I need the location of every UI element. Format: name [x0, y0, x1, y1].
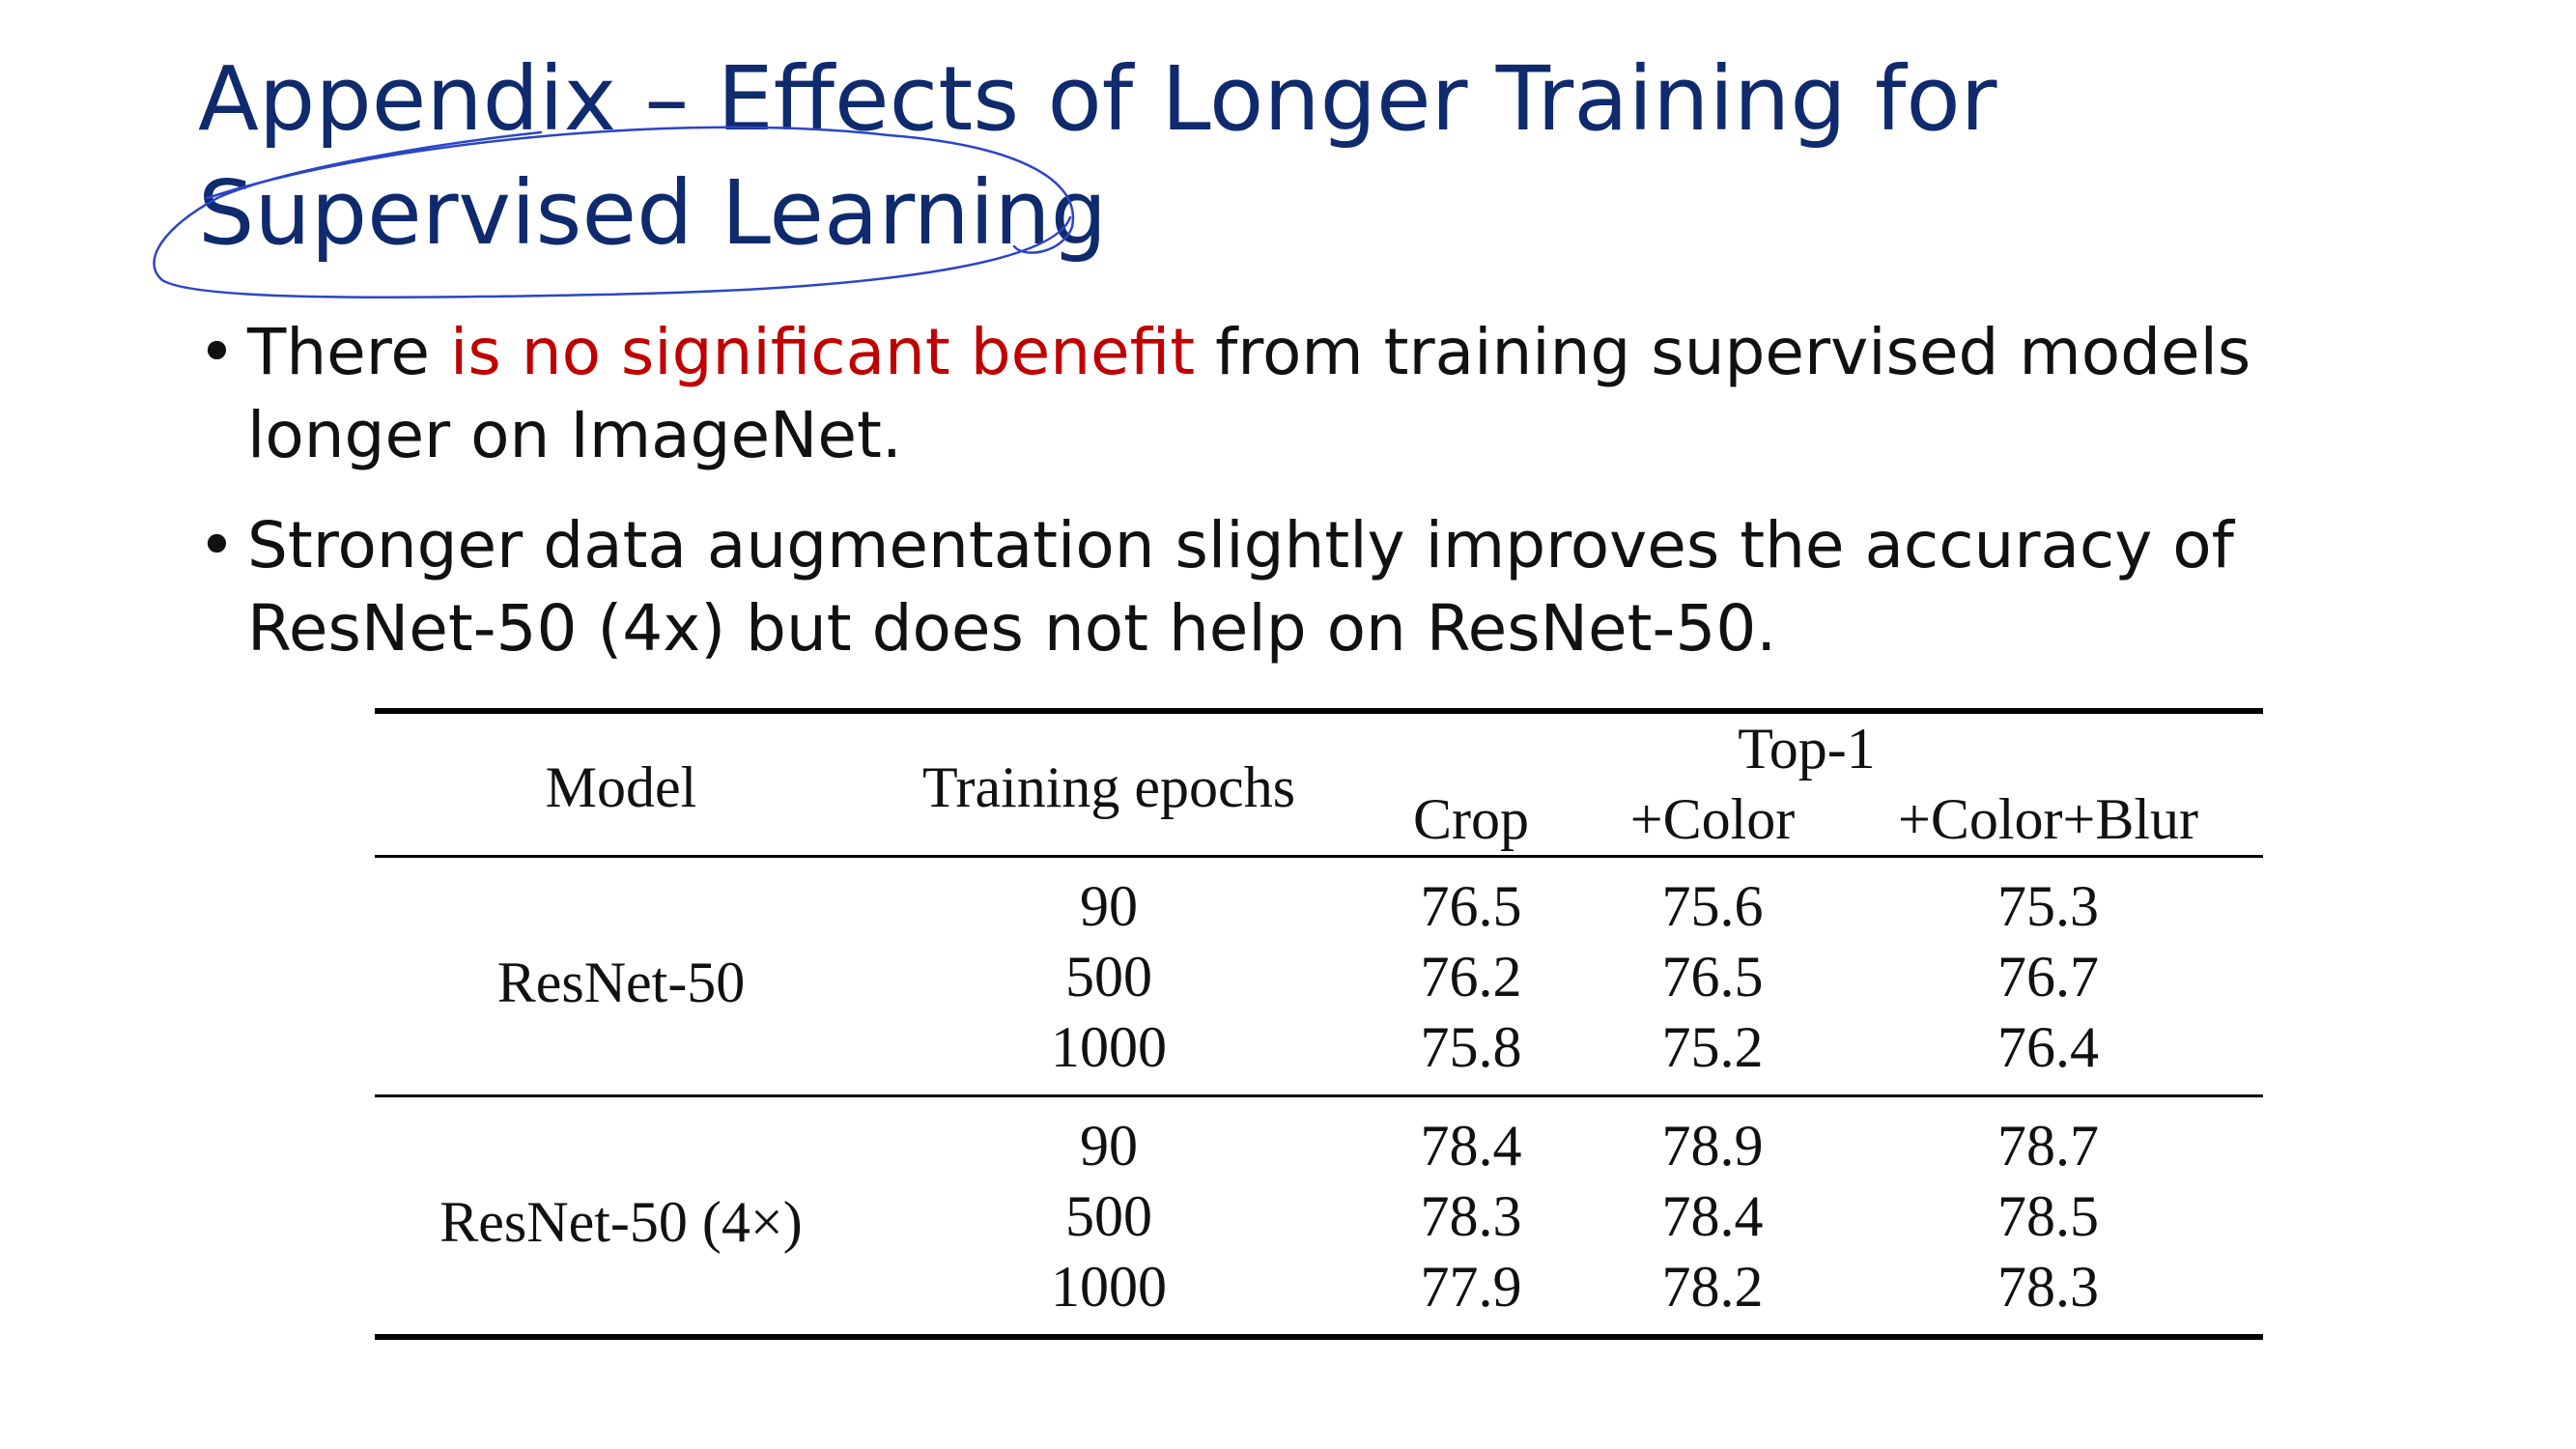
blur-cell: 78.5 [1997, 1184, 2099, 1248]
slide-title: Appendix – Effects of Longer Training fo… [198, 43, 2420, 270]
epochs-cell: 1000 [1051, 1015, 1167, 1079]
table-row: 1000 75.8 75.2 76.4 [375, 1012, 2263, 1096]
results-table: Model Training epochs Top-1 Crop +Color … [375, 708, 2263, 1340]
header-color: +Color [1629, 787, 1796, 851]
bullet-list: • There is no significant benefit from t… [198, 311, 2420, 697]
header-color-blur: +Color+Blur [1897, 787, 2198, 851]
blur-cell: 76.4 [1997, 1015, 2099, 1079]
crop-cell: 77.9 [1420, 1255, 1522, 1319]
header-crop: Crop [1413, 787, 1529, 851]
table-group-resnet50: ResNet-50 90 76.5 75.6 75.3 500 76.2 76.… [375, 857, 2263, 1096]
bullet-item-1: • There is no significant benefit from t… [198, 311, 2420, 477]
crop-cell: 76.5 [1420, 874, 1522, 938]
bullet-2-text: Stronger data augmentation slightly impr… [247, 508, 2234, 666]
model-name: ResNet-50 (4×) [439, 1190, 803, 1254]
crop-cell: 76.2 [1420, 945, 1522, 1009]
blur-cell: 78.3 [1997, 1255, 2099, 1319]
color-cell: 75.2 [1661, 1015, 1764, 1079]
color-cell: 75.6 [1661, 874, 1764, 938]
color-cell: 78.4 [1661, 1184, 1764, 1248]
blur-cell: 78.7 [1997, 1114, 2099, 1178]
model-name: ResNet-50 [496, 951, 746, 1014]
color-cell: 76.5 [1661, 945, 1764, 1009]
header-epochs: Training epochs [921, 754, 1296, 819]
epochs-cell: 90 [1080, 1114, 1138, 1178]
crop-cell: 75.8 [1420, 1015, 1522, 1079]
bullet-1-post: from training supervised models longer o… [247, 315, 2251, 472]
table-row: 1000 77.9 78.2 78.3 [375, 1252, 2263, 1337]
table-group-resnet50-4x: ResNet-50 (4×) 90 78.4 78.9 78.7 500 78.… [375, 1096, 2263, 1338]
bullet-marker: • [198, 508, 236, 582]
title-line-2: Supervised Learning [198, 161, 1108, 265]
table-row: 500 78.3 78.4 78.5 [375, 1181, 2263, 1252]
header-row-2: Crop +Color +Color+Blur [375, 784, 2263, 857]
epochs-cell: 90 [1080, 874, 1138, 938]
bullet-marker: • [198, 315, 236, 389]
crop-cell: 78.3 [1420, 1184, 1522, 1248]
table-row: ResNet-50 (4×) 90 78.4 78.9 78.7 [375, 1096, 2263, 1254]
bullet-1-pre: There [247, 315, 451, 389]
epochs-cell: 500 [1065, 945, 1152, 1009]
epochs-cell: 1000 [1051, 1255, 1167, 1319]
blur-cell: 76.7 [1997, 945, 2099, 1009]
header-top1: Top-1 [1738, 717, 1876, 781]
epochs-cell: 500 [1065, 1184, 1152, 1248]
header-row-1: Model Training epochs Top-1 [375, 711, 2263, 819]
table-row: 500 76.2 76.5 76.7 [375, 942, 2263, 1012]
title-line-1: Appendix – Effects of Longer Training fo… [198, 47, 1997, 151]
header-model: Model [545, 754, 697, 819]
color-cell: 78.9 [1661, 1114, 1764, 1178]
blur-cell: 75.3 [1997, 874, 2099, 938]
color-cell: 78.2 [1661, 1255, 1764, 1319]
bullet-item-2: • Stronger data augmentation slightly im… [198, 504, 2420, 670]
table-row: ResNet-50 90 76.5 75.6 75.3 [375, 857, 2263, 1014]
bullet-1-highlight: is no significant benefit [450, 315, 1196, 389]
crop-cell: 78.4 [1420, 1114, 1522, 1178]
